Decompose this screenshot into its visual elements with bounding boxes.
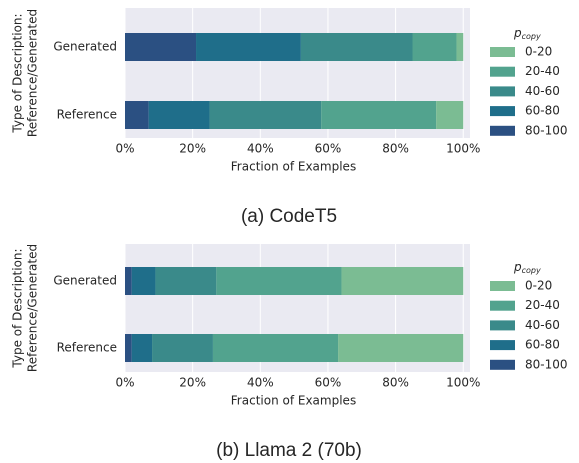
bar-segment — [321, 101, 437, 129]
legend-swatch — [490, 359, 515, 370]
bar-segment — [125, 33, 197, 61]
bar-segment — [212, 334, 339, 362]
y-tick-label: Generated — [53, 40, 117, 54]
legend-swatch — [490, 281, 515, 291]
y-axis-label: Reference/Generated — [26, 9, 40, 137]
x-tick-label: 80% — [382, 142, 409, 156]
legend-label: 60-80 — [525, 104, 560, 118]
x-tick-label: 100% — [446, 142, 480, 156]
bar-segment — [148, 101, 210, 129]
x-tick-label: 40% — [247, 376, 274, 390]
bar-segment — [155, 267, 217, 295]
bar-segment — [196, 33, 301, 61]
x-tick-label: 20% — [179, 376, 206, 390]
bar-segment — [338, 334, 464, 362]
x-tick-label: 100% — [446, 376, 480, 390]
x-tick-label: 0% — [115, 376, 134, 390]
bar-segment — [152, 334, 213, 362]
bar-segment — [456, 33, 464, 61]
bar-segment — [216, 267, 342, 295]
legend-label: 80-100 — [525, 357, 568, 371]
legend-swatch — [490, 300, 515, 311]
y-tick-label: Generated — [53, 274, 117, 288]
bar-segment — [412, 33, 457, 61]
caption: (b) Llama 2 (70b) — [216, 440, 362, 461]
legend-swatch — [490, 86, 515, 97]
legend-label: 80-100 — [525, 123, 568, 137]
bar-segment — [131, 267, 156, 295]
x-tick-label: 60% — [315, 142, 342, 156]
x-axis-label: Fraction of Examples — [231, 394, 356, 408]
bar-segment — [125, 267, 132, 295]
y-axis-label: Reference/Generated — [26, 244, 40, 372]
legend-title-main: p — [513, 260, 522, 274]
legend-title-sub: copy — [522, 266, 541, 275]
x-tick-label: 40% — [247, 142, 274, 156]
x-tick-label: 60% — [315, 376, 342, 390]
legend-swatch — [490, 125, 515, 136]
legend-label: 0-20 — [525, 45, 552, 59]
bar-segment — [209, 101, 322, 129]
legend-title: pcopy — [513, 260, 541, 275]
y-axis-label: Type of Description: — [11, 13, 25, 133]
legend-title: pcopy — [513, 26, 541, 41]
x-axis-label: Fraction of Examples — [231, 160, 356, 174]
y-tick-label: Reference — [57, 108, 117, 122]
x-tick-label: 20% — [179, 142, 206, 156]
bar-segment — [300, 33, 413, 61]
y-tick-label: Reference — [57, 341, 117, 355]
legend-label: 60-80 — [525, 338, 560, 352]
bar-segment — [341, 267, 464, 295]
legend-swatch — [490, 320, 515, 331]
caption: (a) CodeT5 — [241, 206, 337, 227]
x-tick-label: 80% — [382, 376, 409, 390]
legend-swatch — [490, 47, 515, 57]
legend-label: 0-20 — [525, 279, 552, 293]
legend-label: 20-40 — [525, 64, 560, 78]
y-axis-label: Type of Description: — [11, 248, 25, 368]
x-tick-label: 0% — [115, 142, 134, 156]
legend-label: 20-40 — [525, 298, 560, 312]
bar-segment — [125, 334, 132, 362]
legend-swatch — [490, 106, 515, 117]
legend-title-sub: copy — [522, 32, 541, 41]
bar-segment — [131, 334, 153, 362]
legend-label: 40-60 — [525, 318, 560, 332]
legend-title-main: p — [513, 26, 522, 40]
bar-segment — [436, 101, 464, 129]
legend-swatch — [490, 340, 515, 351]
bar-segment — [125, 101, 149, 129]
legend-label: 40-60 — [525, 84, 560, 98]
legend-swatch — [490, 66, 515, 77]
